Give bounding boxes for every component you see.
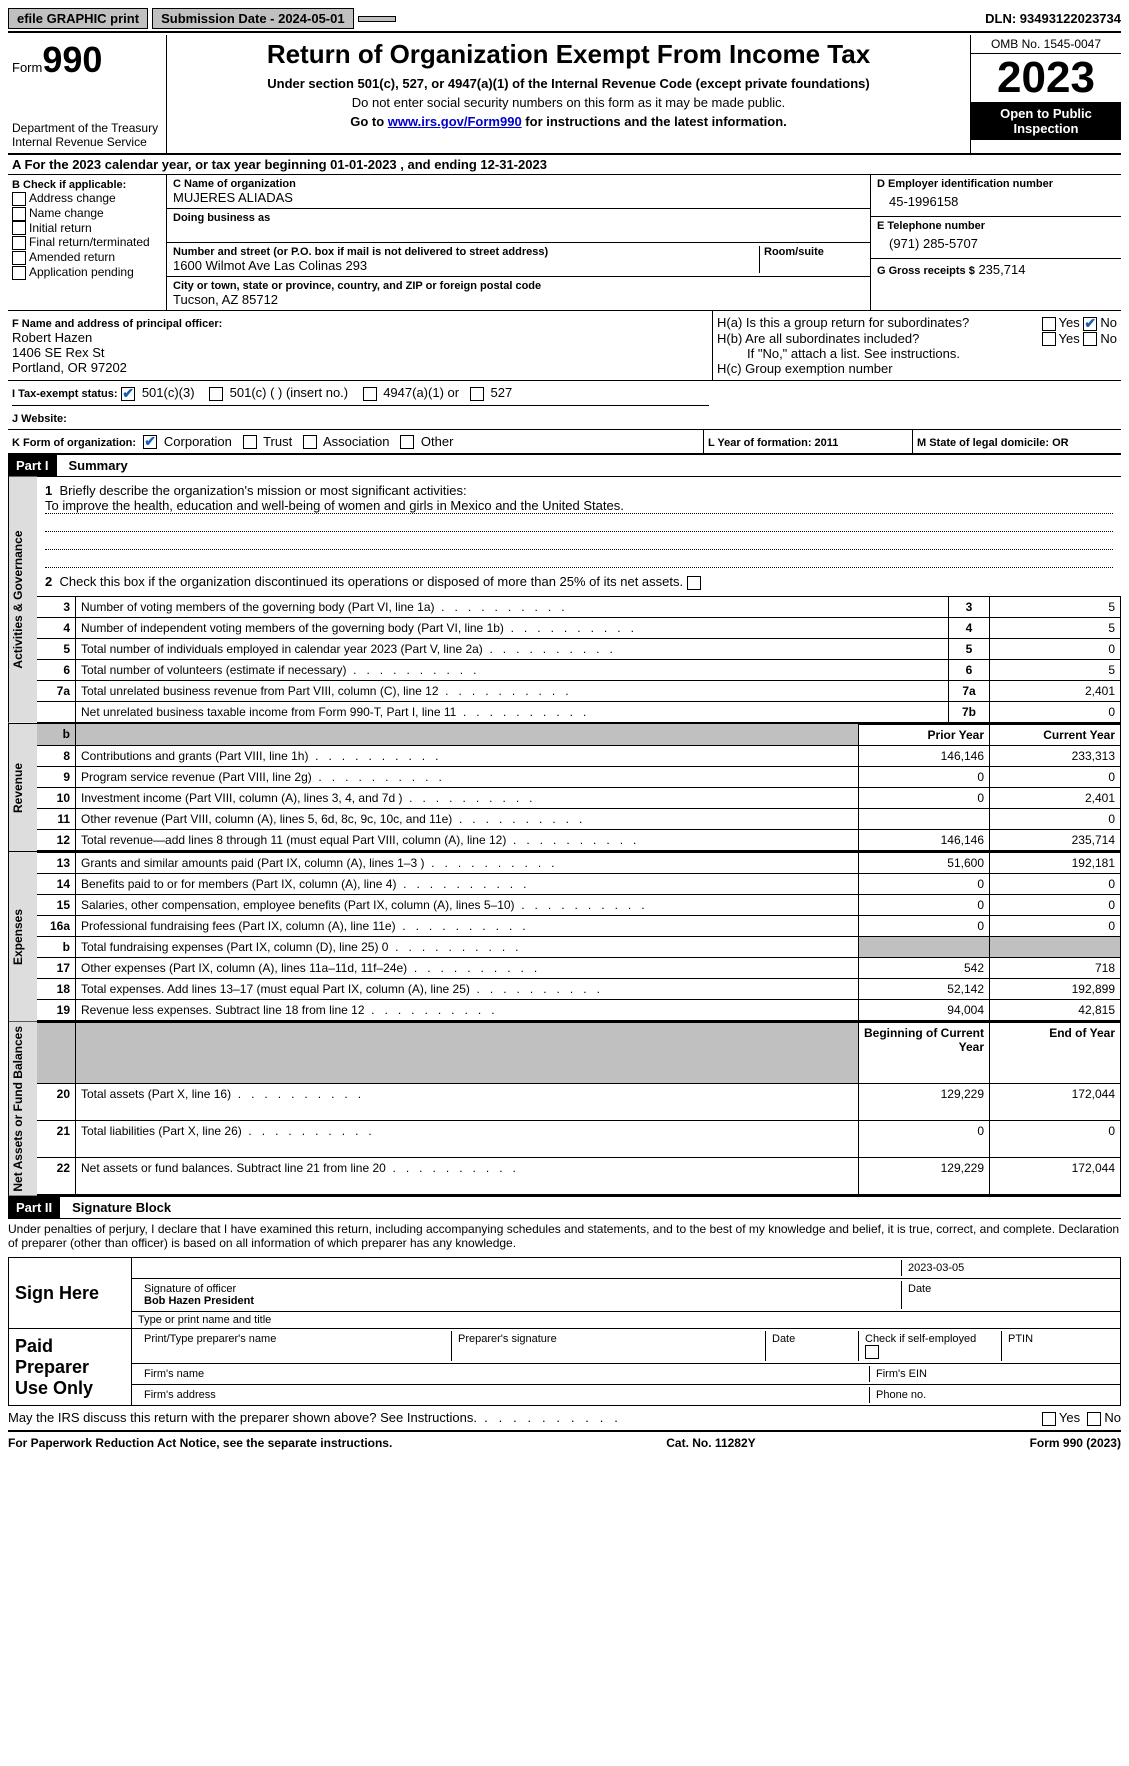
mission-text: To improve the health, education and wel… <box>45 498 1113 514</box>
exp-table: 13Grants and similar amounts paid (Part … <box>37 852 1121 1021</box>
form-prefix: Form <box>12 60 42 75</box>
signature-block: Sign Here 2023-03-05 Signature of office… <box>8 1257 1121 1406</box>
vtab-expenses: Expenses <box>8 852 37 1021</box>
officer-signature: Bob Hazen President <box>144 1295 254 1307</box>
part1-revenue: Revenue bPrior YearCurrent Year 8Contrib… <box>8 724 1121 852</box>
row-ij: I Tax-exempt status: 501(c)(3) 501(c) ( … <box>8 381 1121 430</box>
row-fh: F Name and address of principal officer:… <box>8 311 1121 381</box>
cb-address-change[interactable] <box>12 192 26 206</box>
officer-name: Robert Hazen <box>12 330 92 345</box>
org-name: MUJERES ALIADAS <box>173 190 864 205</box>
cb-discuss-no[interactable] <box>1087 1412 1101 1426</box>
cb-hb-yes[interactable] <box>1042 332 1056 346</box>
row-a: A For the 2023 calendar year, or tax yea… <box>8 155 1121 175</box>
cb-trust[interactable] <box>243 435 257 449</box>
org-city: Tucson, AZ 85712 <box>173 292 864 307</box>
cb-name-change[interactable] <box>12 207 26 221</box>
gov-table: 3Number of voting members of the governi… <box>37 596 1121 723</box>
cb-discontinued[interactable] <box>687 576 701 590</box>
part1-netassets: Net Assets or Fund Balances Beginning of… <box>8 1022 1121 1198</box>
gross-receipts: 235,714 <box>978 262 1025 277</box>
part2-header: Part II Signature Block <box>8 1197 1121 1219</box>
cb-final-return[interactable] <box>12 236 26 250</box>
form-header: Form990 Department of the Treasury Inter… <box>8 35 1121 155</box>
dln: DLN: 93493122023734 <box>985 11 1121 26</box>
col-deg: D Employer identification number 45-1996… <box>870 175 1121 310</box>
efile-button[interactable]: efile GRAPHIC print <box>8 8 148 29</box>
vtab-revenue: Revenue <box>8 724 37 851</box>
cb-assoc[interactable] <box>303 435 317 449</box>
vtab-netassets: Net Assets or Fund Balances <box>8 1022 37 1196</box>
form-note1: Do not enter social security numbers on … <box>171 95 966 110</box>
inspection-badge: Open to Public Inspection <box>971 102 1121 140</box>
cb-ha-no[interactable] <box>1083 317 1097 331</box>
form-title: Return of Organization Exempt From Incom… <box>171 39 966 70</box>
part1-header: Part I Summary <box>8 455 1121 477</box>
org-street: 1600 Wilmot Ave Las Colinas 293 <box>173 258 759 273</box>
part1-expenses: Expenses 13Grants and similar amounts pa… <box>8 852 1121 1022</box>
cb-app-pending[interactable] <box>12 266 26 280</box>
state-domicile: M State of legal domicile: OR <box>917 437 1069 449</box>
cb-initial-return[interactable] <box>12 221 26 235</box>
cb-hb-no[interactable] <box>1083 332 1097 346</box>
cb-corp[interactable] <box>143 435 157 449</box>
cb-ha-yes[interactable] <box>1042 317 1056 331</box>
part1-governance: Activities & Governance 1 Briefly descri… <box>8 477 1121 724</box>
form-number: 990 <box>42 39 102 80</box>
ein: 45-1996158 <box>877 190 1115 213</box>
tax-year: 2023 <box>971 54 1121 102</box>
col-c: C Name of organization MUJERES ALIADAS D… <box>167 175 870 310</box>
sign-here-label: Sign Here <box>9 1258 132 1328</box>
cb-discuss-yes[interactable] <box>1042 1412 1056 1426</box>
row-klm: K Form of organization: Corporation Trus… <box>8 430 1121 456</box>
top-bar: efile GRAPHIC print Submission Date - 20… <box>8 8 1121 29</box>
discuss-row: May the IRS discuss this return with the… <box>8 1406 1121 1432</box>
section-bcd: B Check if applicable: Address change Na… <box>8 175 1121 311</box>
col-b: B Check if applicable: Address change Na… <box>8 175 167 310</box>
cb-527[interactable] <box>470 387 484 401</box>
cb-501c[interactable] <box>209 387 223 401</box>
cb-amended[interactable] <box>12 251 26 265</box>
irs-link[interactable]: www.irs.gov/Form990 <box>388 114 522 129</box>
phone: (971) 285-5707 <box>877 232 1115 255</box>
sig-date: 2023-03-05 <box>902 1260 1114 1276</box>
vtab-governance: Activities & Governance <box>8 477 37 723</box>
declaration: Under penalties of perjury, I declare th… <box>8 1219 1121 1253</box>
year-formation: L Year of formation: 2011 <box>708 437 838 449</box>
cb-4947[interactable] <box>363 387 377 401</box>
form-subtitle: Under section 501(c), 527, or 4947(a)(1)… <box>171 76 966 91</box>
form-note2: Go to www.irs.gov/Form990 for instructio… <box>171 114 966 129</box>
dept-label: Department of the Treasury Internal Reve… <box>12 121 162 149</box>
cb-501c3[interactable] <box>121 387 135 401</box>
paid-preparer-label: Paid Preparer Use Only <box>9 1329 132 1405</box>
submission-button[interactable]: Submission Date - 2024-05-01 <box>152 8 354 29</box>
rev-table: bPrior YearCurrent Year 8Contributions a… <box>37 724 1121 851</box>
omb-number: OMB No. 1545-0047 <box>971 35 1121 54</box>
blank-button[interactable] <box>358 16 396 22</box>
page-footer: For Paperwork Reduction Act Notice, see … <box>8 1432 1121 1450</box>
cb-self-employed[interactable] <box>865 1345 879 1359</box>
net-table: Beginning of Current YearEnd of Year 20T… <box>37 1022 1121 1196</box>
cb-other[interactable] <box>400 435 414 449</box>
